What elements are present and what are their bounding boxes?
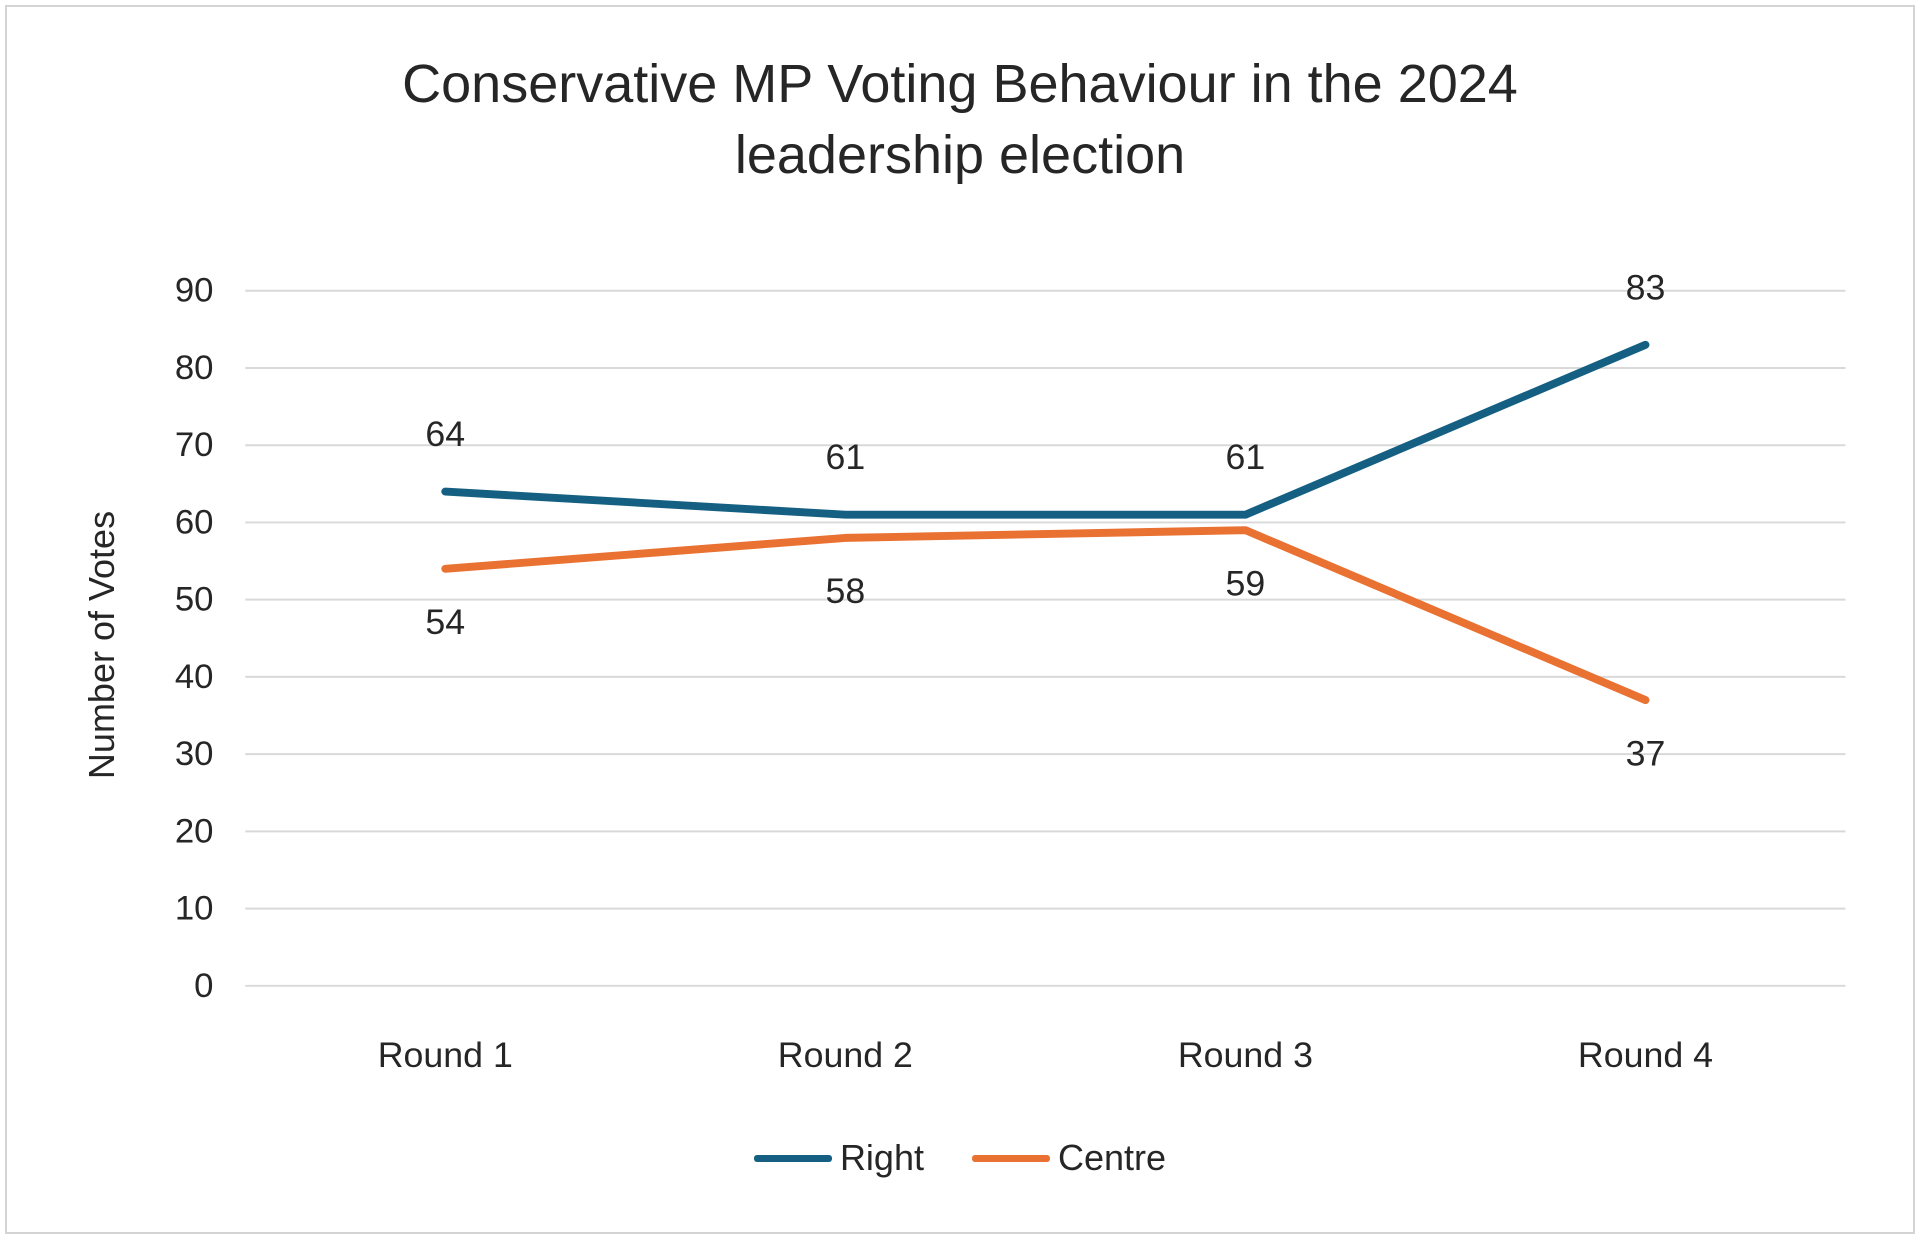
data-label-centre: 37 (1626, 733, 1666, 773)
y-tick-label: 90 (175, 272, 214, 310)
y-tick-label: 20 (175, 812, 214, 850)
legend-item-right: Right (753, 1137, 924, 1179)
y-tick-label: 70 (175, 426, 214, 464)
legend-swatch-centre (971, 1154, 1050, 1162)
legend-label-right: Right (839, 1137, 924, 1178)
y-tick-label: 40 (175, 658, 214, 696)
data-label-right: 61 (825, 437, 865, 477)
y-tick-label: 80 (175, 349, 214, 387)
data-label-centre: 59 (1226, 563, 1266, 603)
data-label-centre: 58 (825, 571, 865, 611)
data-label-centre: 54 (425, 602, 465, 642)
data-label-right: 64 (425, 414, 465, 454)
y-tick-label: 60 (175, 503, 214, 541)
legend-item-centre: Centre (971, 1137, 1167, 1179)
legend: Right Centre (7, 1137, 1913, 1179)
y-tick-label: 10 (175, 890, 214, 928)
series-line-centre (441, 526, 1650, 705)
y-tick-label: 50 (175, 581, 214, 619)
legend-swatch-right (753, 1154, 832, 1162)
y-tick-label: 0 (194, 967, 213, 1005)
legend-label-centre: Centre (1057, 1137, 1167, 1178)
line-chart: 0 10 20 30 40 50 60 70 80 90 Round 1 Round 2 Round 3… (175, 267, 1846, 1075)
chart-title: Conservative MP Voting Behaviour in the … (402, 54, 1518, 186)
x-category-label: Round 2 (778, 1035, 913, 1075)
data-label-right: 61 (1226, 437, 1266, 477)
y-tick-label: 30 (175, 735, 214, 773)
data-label-right: 83 (1626, 267, 1666, 307)
chart-frame: Conservative MP Voting Behaviour in the … (5, 5, 1915, 1234)
x-category-label: Round 1 (378, 1035, 513, 1075)
x-category-label: Round 4 (1578, 1035, 1713, 1075)
x-category-label: Round 3 (1178, 1035, 1313, 1075)
series-line-right (441, 340, 1650, 519)
